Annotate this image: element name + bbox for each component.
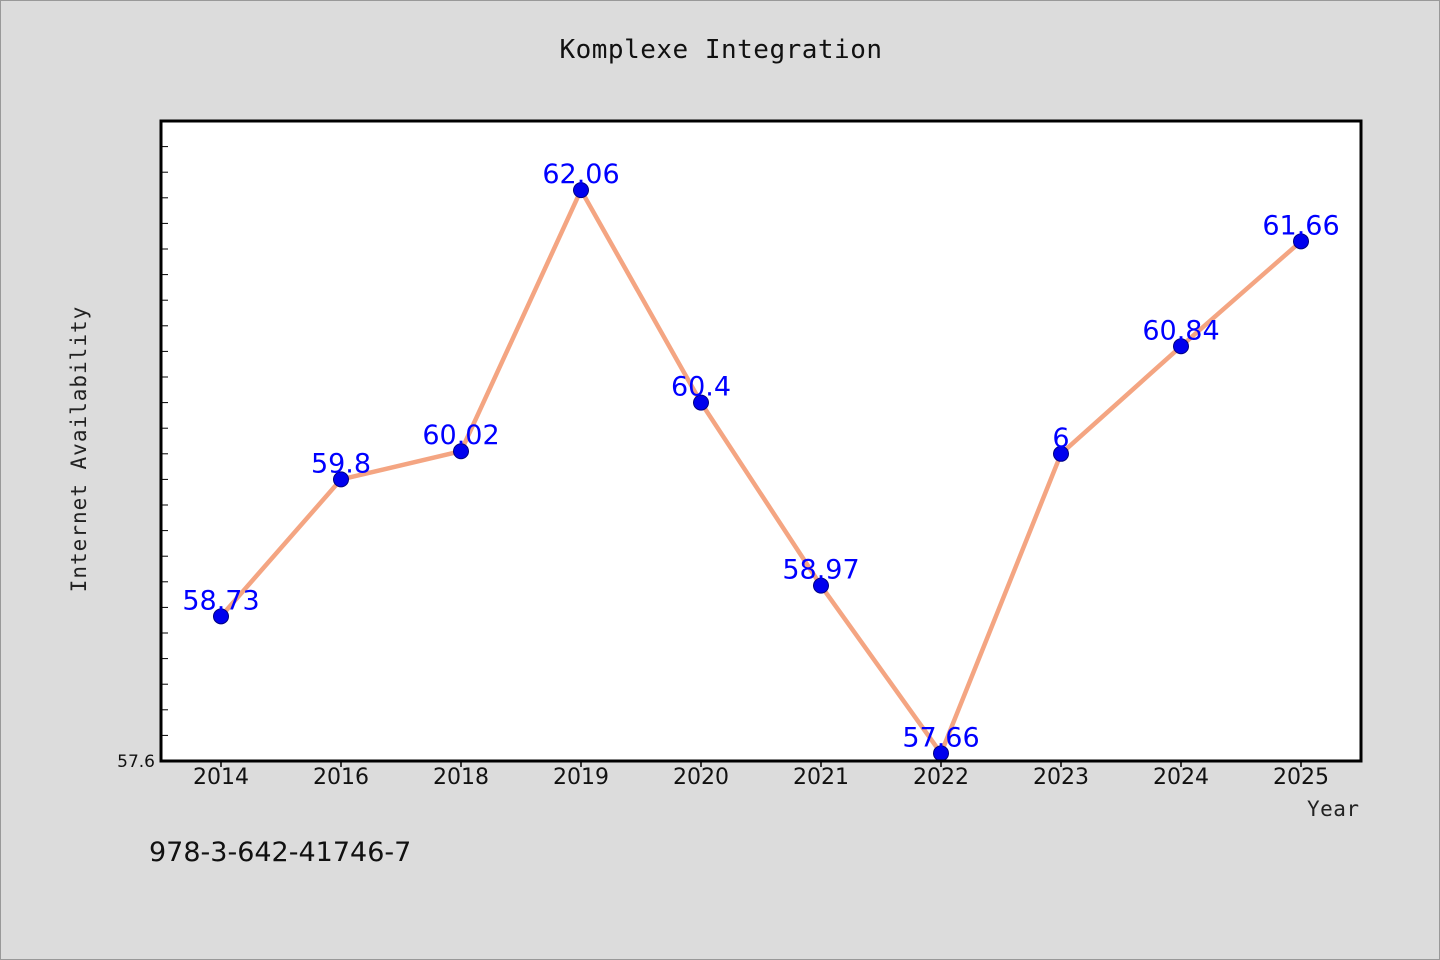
x-tick-label: 2018 <box>433 765 489 790</box>
x-tick-label: 2020 <box>673 765 729 790</box>
data-label: 60.02 <box>422 420 499 451</box>
isbn-footnote: 978-3-642-41746-7 <box>149 837 412 868</box>
data-point <box>213 608 229 625</box>
data-point <box>573 182 589 199</box>
x-tick-label: 2022 <box>913 765 969 790</box>
data-point <box>1293 233 1309 250</box>
data-label: 57.66 <box>902 722 979 753</box>
x-tick-label: 2014 <box>193 765 249 790</box>
data-point <box>693 394 709 411</box>
data-point <box>333 471 349 488</box>
x-tick-label: 2021 <box>793 765 849 790</box>
data-label: 58.73 <box>182 585 259 616</box>
x-tick-label: 2023 <box>1033 765 1089 790</box>
data-label: 60.4 <box>671 372 731 403</box>
data-point <box>813 577 829 594</box>
x-tick-label: 2019 <box>553 765 609 790</box>
x-tick-label: 2025 <box>1273 765 1329 790</box>
data-label: 58.97 <box>782 555 859 586</box>
chart-title: Komplexe Integration <box>559 35 883 65</box>
data-label: 6 <box>1052 423 1069 454</box>
data-label: 61.66 <box>1262 210 1339 241</box>
data-label: 60.84 <box>1142 315 1219 346</box>
data-label: 62.06 <box>542 159 619 190</box>
y-tick-label: 57.6 <box>117 752 155 772</box>
x-axis-label: Year <box>1307 797 1360 821</box>
data-point <box>1053 445 1069 462</box>
x-tick-label: 2024 <box>1153 765 1209 790</box>
plot-border <box>159 119 1363 763</box>
x-tick-label: 2016 <box>313 765 369 790</box>
series-line <box>218 187 1304 756</box>
data-point <box>453 443 469 460</box>
data-point <box>1173 338 1189 355</box>
plot-area <box>161 121 1361 761</box>
data-label: 59.8 <box>311 448 371 479</box>
